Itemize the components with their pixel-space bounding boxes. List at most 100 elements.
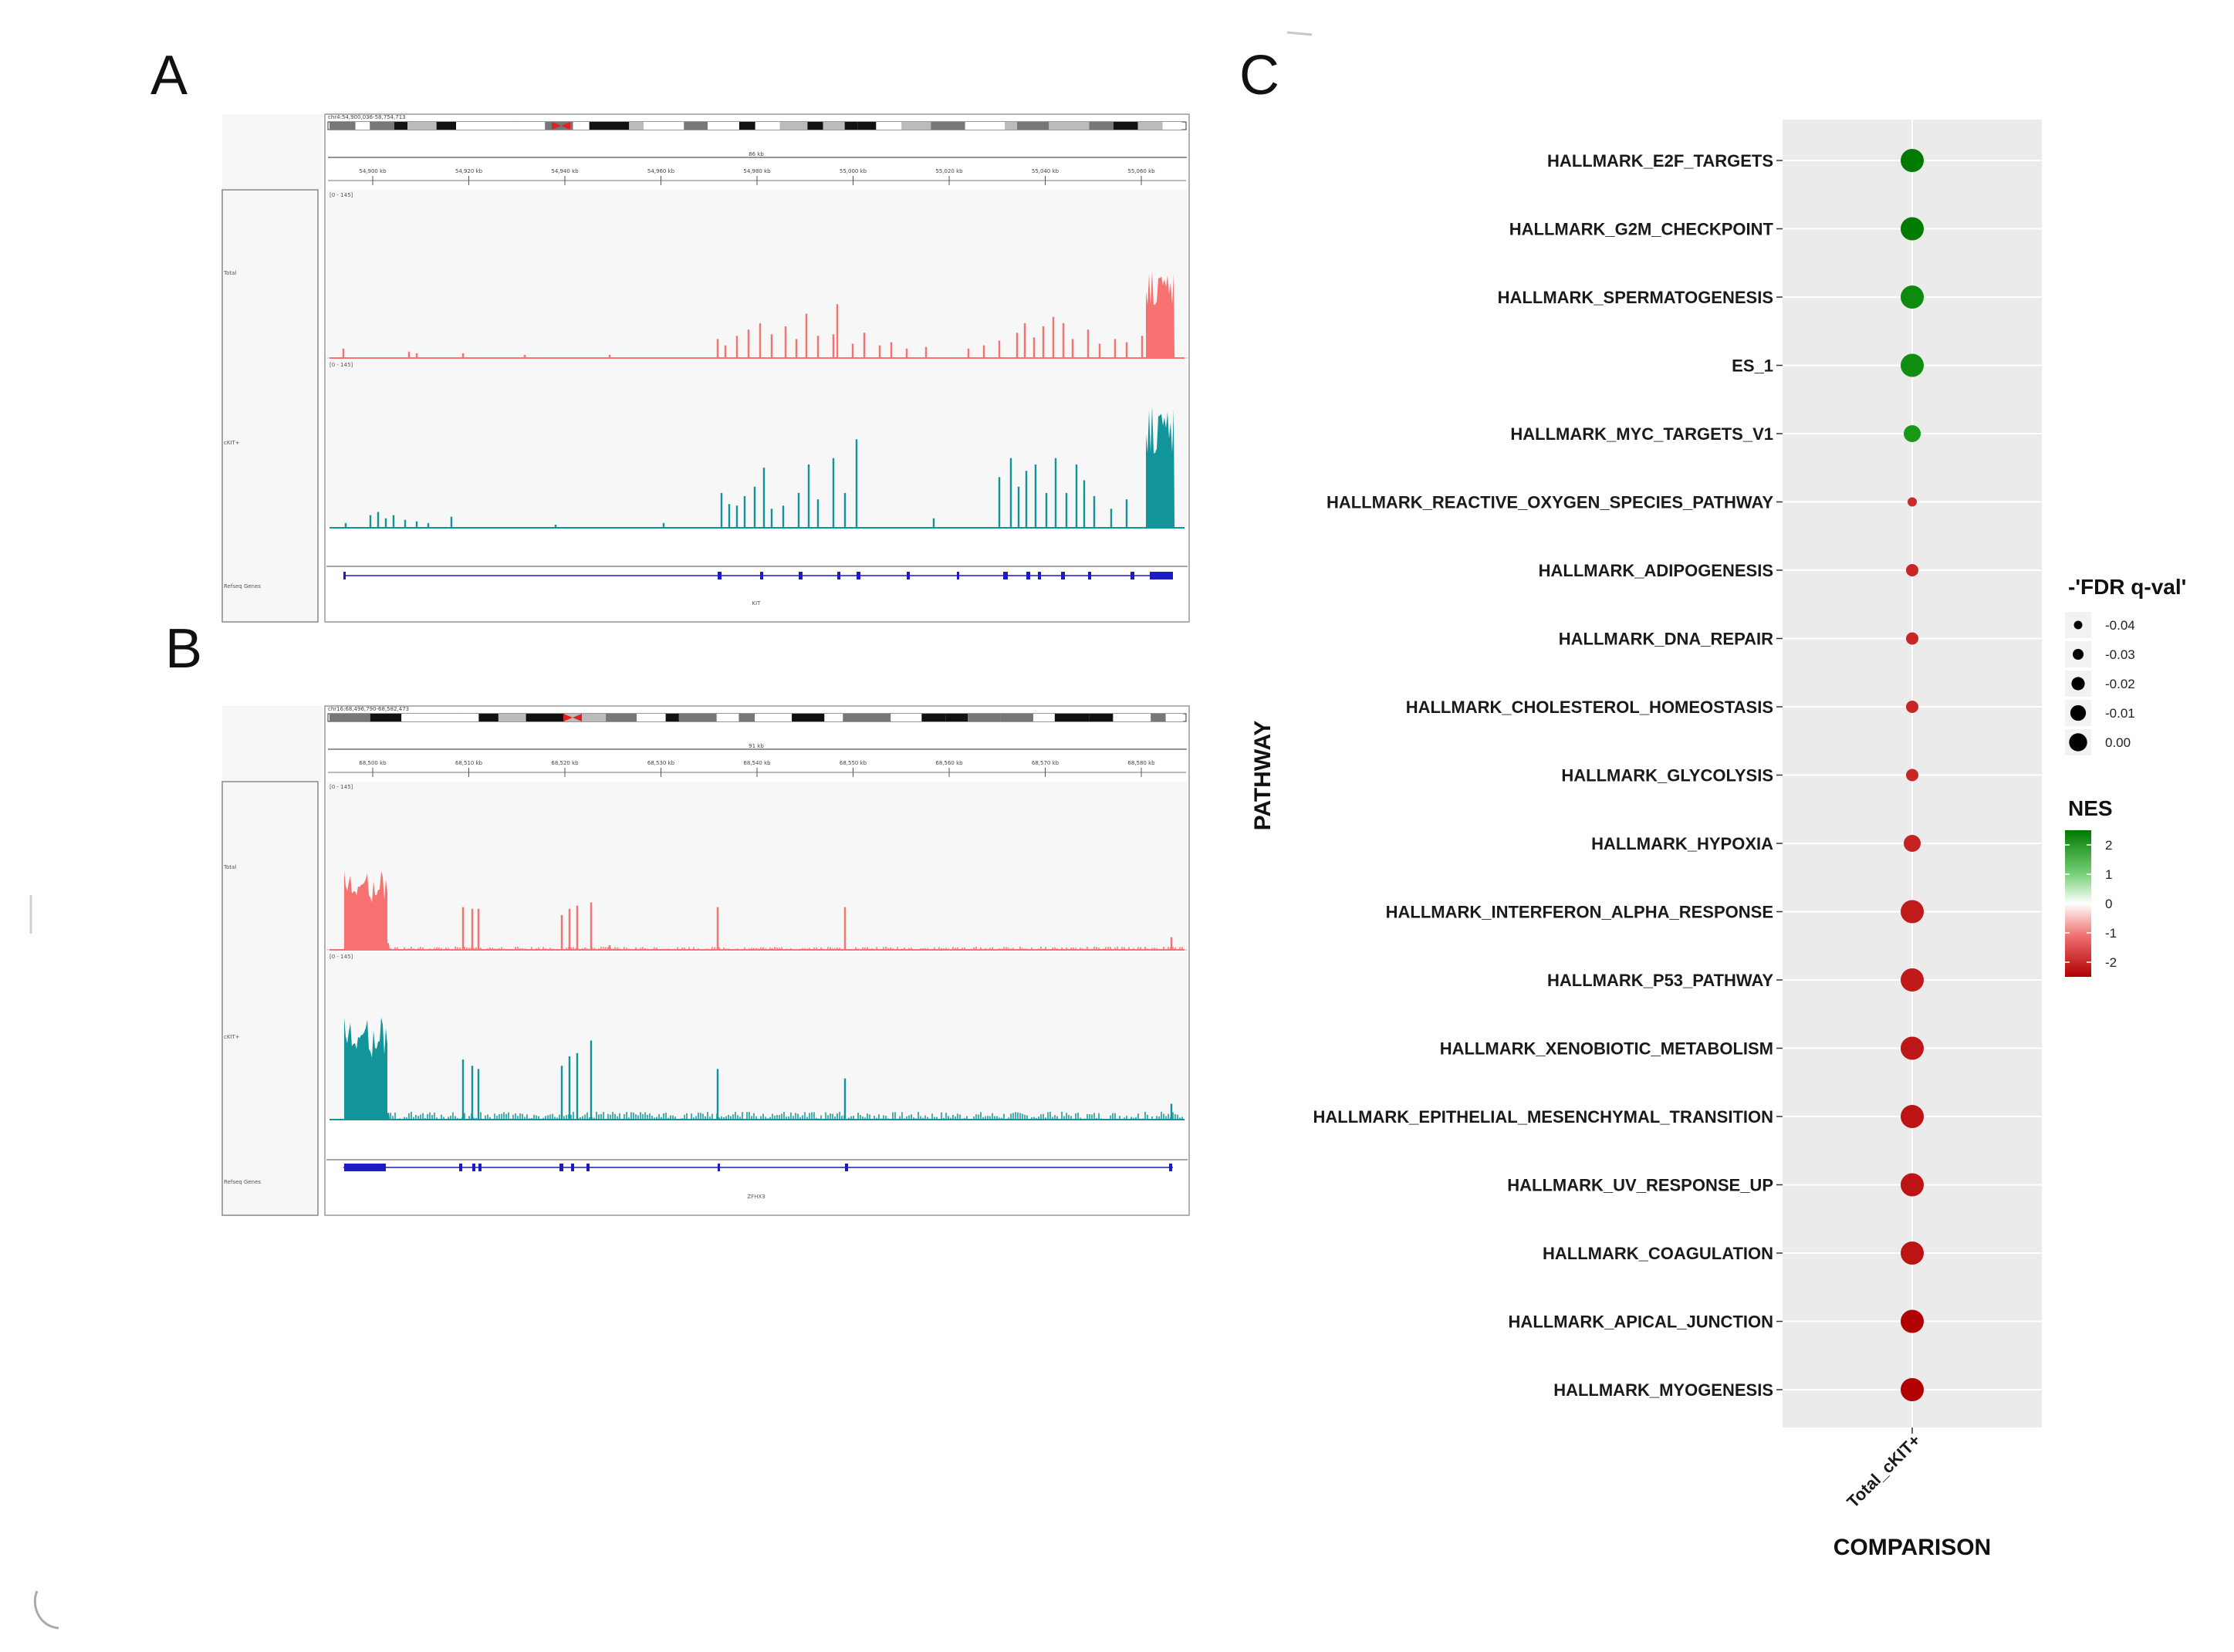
track-name-panel — [221, 189, 319, 623]
coverage-spikes — [461, 1040, 1173, 1120]
ideogram-band — [436, 122, 457, 130]
pathway-dot-plot: HALLMARK_E2F_TARGETS HALLMARK_G2M_CHECKPO… — [1250, 120, 2186, 1560]
ideogram-band — [1113, 714, 1151, 721]
ideogram-band — [844, 122, 858, 130]
track-bg-total — [326, 782, 1188, 950]
coverage-track-ckit — [330, 1017, 1185, 1120]
chromosome-ideogram — [327, 121, 1187, 130]
y-axis-tick-label: HALLMARK_GLYCOLYSIS — [1561, 766, 1773, 785]
track-range-total: [0 - 145] — [330, 192, 353, 198]
ideogram-band — [823, 122, 845, 130]
gene-exon — [478, 1164, 482, 1171]
ideogram-band — [807, 122, 823, 130]
gene-name-label: ZFHX3 — [747, 1194, 765, 1200]
ruler-tick-label: 54,900 kb — [359, 168, 387, 174]
ideogram-band — [629, 122, 644, 130]
ideogram-band — [456, 122, 488, 130]
ideogram-band — [684, 122, 708, 130]
ideogram-band — [738, 714, 755, 721]
y-axis-tick-label: HALLMARK_SPERMATOGENESIS — [1498, 288, 1773, 307]
ruler-tick-label: 68,510 kb — [455, 760, 483, 766]
browser-corner-blank — [222, 114, 323, 190]
track-range-total: [0 - 145] — [330, 784, 353, 790]
ideogram-band — [1005, 122, 1018, 130]
size-legend-dot — [2070, 704, 2087, 721]
size-legend-title: -'FDR q-val' — [2068, 575, 2186, 599]
y-axis-tick-label: HALLMARK_P53_PATHWAY — [1547, 971, 1773, 990]
data-point — [1901, 968, 1924, 992]
ideogram-band — [564, 714, 607, 721]
track-label-refseq: Refseq Genes — [224, 1179, 261, 1185]
ideogram-band — [665, 714, 679, 721]
gene-exon — [586, 1164, 590, 1171]
ruler-tick-label: 54,960 kb — [647, 168, 675, 174]
ideogram-band — [647, 714, 666, 721]
y-axis-tick-label: HALLMARK_G2M_CHECKPOINT — [1509, 220, 1774, 239]
y-axis-tick-label: ES_1 — [1732, 356, 1773, 376]
genome-browser-panel-b: chr16:68,496,790-68,582,473 91 kb 68,500… — [221, 705, 1190, 1216]
size-legend-dot — [2072, 648, 2084, 660]
gene-exon — [343, 572, 346, 579]
y-axis-tick-label: HALLMARK_XENOBIOTIC_METABOLISM — [1440, 1039, 1773, 1059]
gene-exon — [718, 1164, 720, 1171]
ideogram-band — [861, 714, 891, 721]
ideogram-band — [965, 122, 981, 130]
ideogram-band — [401, 714, 438, 721]
coverage-peak — [344, 1017, 387, 1120]
ruler-tick-label: 54,940 kb — [551, 168, 579, 174]
coverage-spikes — [344, 439, 1128, 528]
track-bg-total — [326, 190, 1188, 358]
coverage-peak — [387, 1112, 390, 1120]
ruler-tick-label: 55,040 kb — [1032, 168, 1060, 174]
data-point — [1901, 285, 1924, 309]
coverage-noise — [390, 1111, 1183, 1120]
ideogram-band — [589, 122, 630, 130]
ideogram-band — [644, 122, 684, 130]
data-point — [1906, 632, 1918, 645]
gene-exon — [472, 1164, 475, 1171]
coverage-peak — [344, 870, 387, 950]
y-axis-title: PATHWAY — [1250, 721, 1276, 831]
gene-exon — [1026, 572, 1030, 579]
size-legend-label: -0.02 — [2105, 677, 2135, 691]
ideogram-band — [573, 122, 590, 130]
ruler-tick-label: 55,020 kb — [935, 168, 963, 174]
gene-exon — [907, 572, 910, 579]
ideogram-band — [716, 714, 739, 721]
ideogram-band — [355, 122, 370, 130]
nes-legend-label: 2 — [2105, 838, 2112, 853]
centromere-marker — [552, 122, 561, 130]
y-axis-tick-label: HALLMARK_MYOGENESIS — [1553, 1380, 1773, 1400]
coverage-track-total — [330, 870, 1185, 951]
locus-box: chr16:68,496,790-68,582,473 — [328, 706, 409, 712]
gene-model-track — [343, 1164, 1173, 1171]
ideogram-band — [968, 714, 1001, 721]
size-legend-label: -0.03 — [2105, 647, 2135, 662]
ruler-tick-label: 68,550 kb — [840, 760, 867, 766]
nes-legend-title: NES — [2068, 796, 2113, 820]
track-bg-ckit — [326, 360, 1188, 528]
ideogram-band — [980, 122, 1005, 130]
ideogram-band — [901, 122, 931, 130]
data-point — [1908, 497, 1917, 507]
centromere-marker — [573, 714, 582, 721]
ideogram-band — [876, 122, 902, 130]
ruler-tick-label: 68,540 kb — [743, 760, 771, 766]
ideogram-band — [843, 714, 862, 721]
nes-legend-label: 0 — [2105, 897, 2112, 911]
y-axis-tick-label: HALLMARK_UV_RESPONSE_UP — [1507, 1176, 1773, 1195]
ideogram-band — [330, 714, 370, 721]
ideogram-band — [1089, 714, 1114, 721]
panel-letter-c: C — [1239, 45, 1279, 106]
centromere-marker — [561, 122, 570, 130]
track-label-total: Total — [223, 270, 236, 276]
data-point — [1901, 217, 1924, 241]
scan-artifact-top — [1286, 31, 1313, 36]
chromosome-ideogram — [327, 713, 1187, 722]
ideogram-band — [1033, 714, 1055, 721]
data-point — [1901, 149, 1924, 172]
x-axis-title: COMPARISON — [1834, 1535, 1991, 1560]
span-label: 91 kb — [749, 743, 764, 749]
gene-exon — [837, 572, 840, 579]
